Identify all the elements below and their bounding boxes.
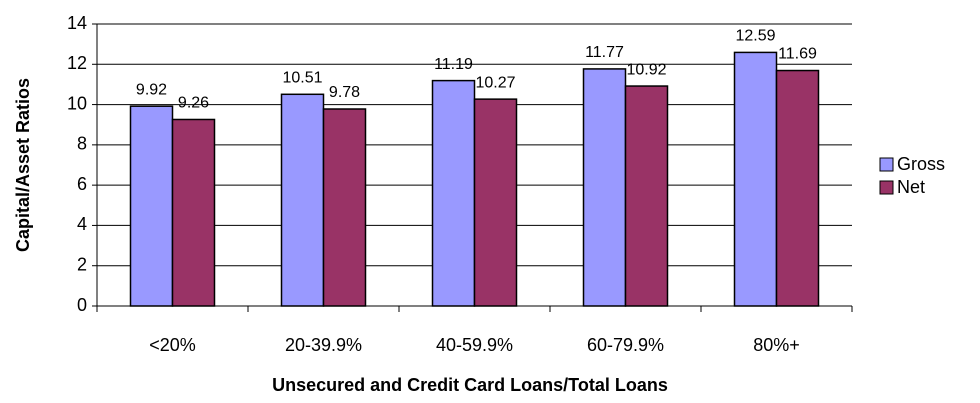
bar <box>582 68 627 307</box>
bar <box>322 108 367 307</box>
data-label: 9.26 <box>178 95 209 112</box>
data-label: 9.78 <box>329 84 360 101</box>
bar <box>733 51 778 307</box>
bar <box>473 98 518 307</box>
y-tick-label: 14 <box>67 13 87 33</box>
data-label: 11.69 <box>778 46 817 63</box>
x-tick-label: 80%+ <box>753 335 800 355</box>
x-tick-label: 60-79.9% <box>587 335 664 355</box>
x-axis-title: Unsecured and Credit Card Loans/Total Lo… <box>272 375 668 395</box>
legend-label: Net <box>897 177 925 197</box>
data-label: 10.27 <box>475 74 515 91</box>
y-tick-label: 12 <box>67 53 87 73</box>
data-label: 9.92 <box>136 81 167 98</box>
y-axis-title: Capital/Asset Ratios <box>13 78 33 252</box>
data-label: 10.92 <box>626 61 666 78</box>
bar <box>431 79 476 307</box>
data-label: 11.19 <box>434 56 473 73</box>
y-tick-label: 8 <box>77 134 87 154</box>
data-label: 11.77 <box>585 44 624 61</box>
legend-swatch <box>879 157 894 172</box>
legend-swatch <box>879 180 894 195</box>
bar <box>624 85 669 307</box>
legend-label: Gross <box>897 154 945 174</box>
bar <box>775 69 820 307</box>
x-tick-label: 40-59.9% <box>436 335 513 355</box>
x-tick-label: <20% <box>149 335 196 355</box>
data-label: 10.51 <box>282 70 322 87</box>
y-tick-label: 2 <box>77 254 87 274</box>
y-tick-label: 4 <box>77 214 87 234</box>
bar <box>280 93 325 307</box>
y-tick-label: 10 <box>67 93 87 113</box>
y-tick-label: 6 <box>77 174 87 194</box>
x-tick-label: 20-39.9% <box>285 335 362 355</box>
data-label: 12.59 <box>735 28 775 45</box>
y-tick-label: 0 <box>77 295 87 315</box>
bar <box>171 118 216 307</box>
bar <box>129 105 174 307</box>
